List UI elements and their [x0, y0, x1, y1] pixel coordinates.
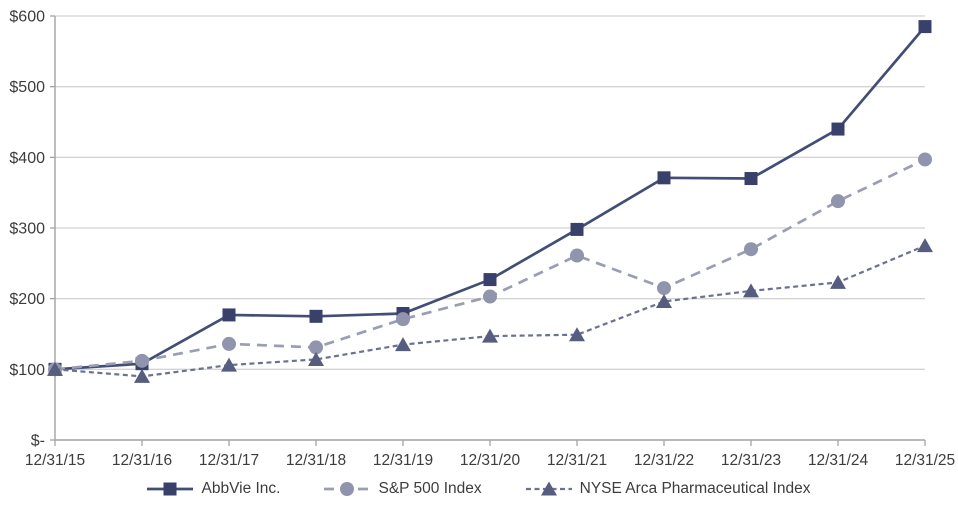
- nyse-arca-triangle-marker-icon: [525, 481, 572, 496]
- x-axis-label: 12/31/21: [547, 452, 607, 469]
- x-axis-label: 12/31/17: [199, 452, 259, 469]
- triangle-marker: [134, 368, 150, 383]
- circle-marker: [135, 353, 149, 368]
- triangle-marker: [917, 238, 933, 253]
- triangle-marker: [656, 293, 672, 308]
- legend-label-sp500: S&P 500 Index: [378, 480, 482, 497]
- y-axis-label: $300: [9, 221, 45, 238]
- triangle-marker: [743, 283, 759, 298]
- triangle-marker: [47, 361, 63, 376]
- y-axis-label: $-: [31, 433, 45, 450]
- square-marker: [918, 20, 932, 34]
- legend-item-sp500: S&P 500 Index: [324, 480, 482, 498]
- triangle-marker: [482, 328, 498, 343]
- x-axis-label: 12/31/20: [460, 452, 521, 469]
- square-marker: [309, 309, 323, 323]
- series-1: [48, 152, 932, 377]
- series-2: [47, 238, 933, 383]
- series-0: [48, 20, 932, 376]
- legend-item-nyse-arca: NYSE Arca Pharmaceutical Index: [525, 480, 811, 498]
- triangle-marker: [540, 481, 557, 496]
- circle-marker: [831, 194, 845, 209]
- x-axis-label: 12/31/15: [25, 452, 85, 469]
- circle-marker: [483, 289, 497, 304]
- legend-label-abbvie: AbbVie Inc.: [201, 480, 281, 497]
- x-axis-label: 12/31/23: [721, 452, 781, 469]
- legend-item-abbvie: AbbVie Inc.: [147, 480, 280, 498]
- square-marker: [744, 172, 758, 186]
- y-axis-label: $200: [9, 291, 45, 308]
- x-axis-label: 12/31/16: [112, 452, 172, 469]
- sp500-circle-marker-icon: [324, 482, 371, 496]
- y-axis-label: $500: [9, 79, 45, 96]
- x-axis-label: 12/31/22: [634, 452, 694, 469]
- circle-marker: [340, 482, 355, 496]
- triangle-marker: [569, 327, 585, 342]
- circle-marker: [657, 281, 671, 296]
- legend-label-nyse-arca: NYSE Arca Pharmaceutical Index: [579, 480, 811, 497]
- x-axis-label: 12/31/24: [808, 452, 869, 469]
- triangle-marker: [221, 357, 237, 372]
- circle-marker: [222, 336, 236, 351]
- triangle-marker: [395, 337, 411, 352]
- square-marker: [163, 482, 177, 496]
- series-line: [54, 25, 927, 371]
- circle-marker: [744, 242, 758, 257]
- circle-marker: [918, 152, 932, 167]
- square-marker: [483, 273, 497, 287]
- square-marker: [657, 171, 671, 185]
- chart-legend: AbbVie Inc. S&P 500 Index NYSE Arca Phar…: [0, 480, 958, 498]
- plot-area: $- $100 $200 $300 $400 $500 $600 12/31/15 12/31/…: [9, 9, 955, 470]
- square-marker: [831, 122, 845, 136]
- x-axis-label: 12/31/19: [373, 452, 433, 469]
- circle-marker: [309, 340, 323, 355]
- square-marker: [570, 222, 584, 236]
- abbvie-square-marker-icon: [147, 482, 194, 496]
- y-axis-label: $100: [9, 362, 45, 379]
- y-axis-label: $400: [9, 150, 45, 167]
- square-marker: [222, 308, 236, 322]
- triangle-marker: [830, 274, 846, 289]
- x-axis-label: 12/31/18: [286, 452, 346, 469]
- y-axis-label: $600: [9, 9, 45, 26]
- triangle-marker: [308, 351, 324, 366]
- circle-marker: [396, 312, 410, 327]
- circle-marker: [570, 248, 584, 263]
- x-axis-label: 12/31/25: [895, 452, 955, 469]
- series-line: [54, 244, 926, 378]
